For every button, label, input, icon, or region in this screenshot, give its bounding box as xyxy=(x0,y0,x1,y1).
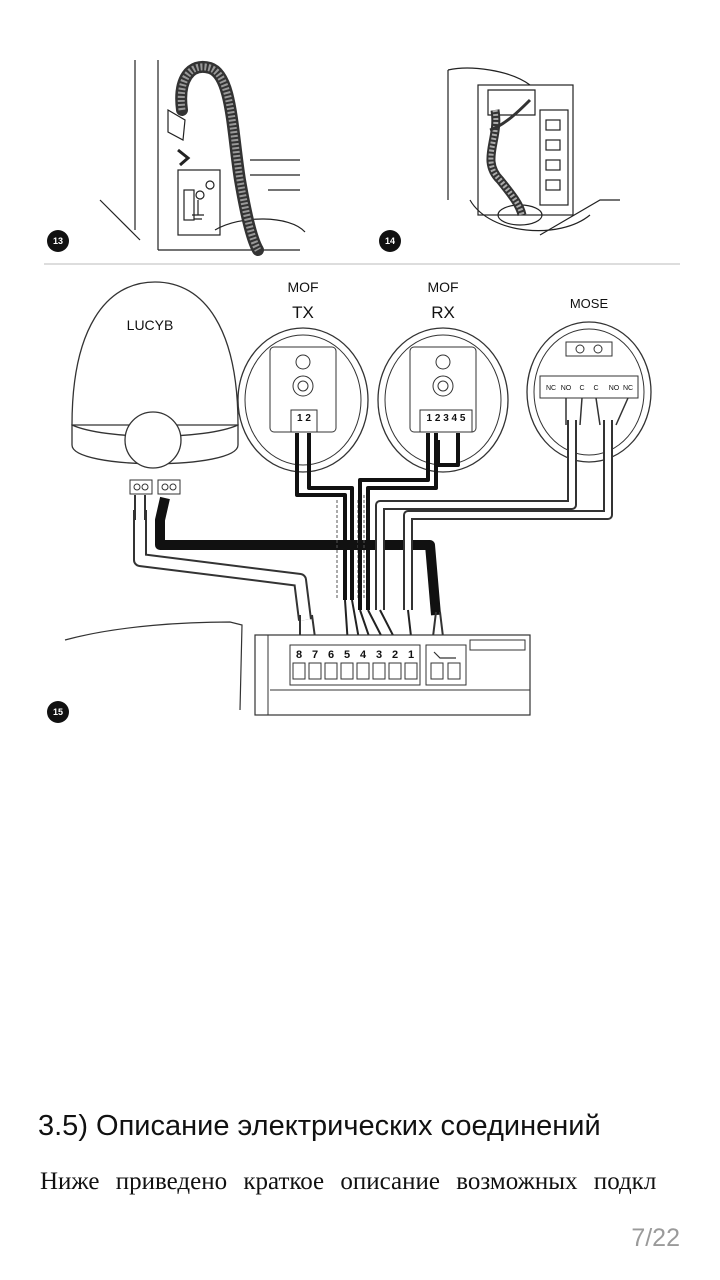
section-heading: 3.5) Описание электрических соединений xyxy=(38,1110,601,1142)
mose-terminal-2: NO xyxy=(561,385,572,392)
board-terminal-6: 6 xyxy=(328,649,334,661)
board-terminal-7: 7 xyxy=(312,649,318,661)
figure-14-cable-inside-housing xyxy=(447,67,620,236)
mose-terminal-4: C xyxy=(593,385,598,392)
tx-label: TX xyxy=(292,303,314,322)
figure-14-badge: 14 xyxy=(379,230,401,252)
svg-text:15: 15 xyxy=(53,707,63,717)
board-terminal-1: 1 xyxy=(408,649,414,661)
board-terminal-3: 3 xyxy=(376,649,382,661)
rx-label: RX xyxy=(431,303,455,322)
board-terminal-2: 2 xyxy=(392,649,398,661)
mof-tx-photocell: MOF TX 1 2 xyxy=(237,279,369,473)
lucyb-label: LUCYB xyxy=(127,317,174,333)
mose-terminal-5: NO xyxy=(609,385,620,392)
rx-group-label: MOF xyxy=(427,279,458,295)
installation-figures: 13 14 LUCYB MOF xyxy=(44,60,680,723)
mose-selector-switch: MOSE NC NO C C NO NC xyxy=(526,296,652,463)
figure-15-badge: 15 xyxy=(47,701,69,723)
figure-13-badge: 13 xyxy=(47,230,69,252)
figure-13-cable-routing xyxy=(99,60,306,256)
mose-terminal-3: C xyxy=(579,385,584,392)
wiring-cables xyxy=(133,397,629,646)
body-paragraph: Ниже приведено краткое описание возможны… xyxy=(40,1168,657,1195)
svg-text:13: 13 xyxy=(53,236,63,246)
tx-group-label: MOF xyxy=(287,279,318,295)
board-terminal-4: 4 xyxy=(360,649,367,661)
svg-text:14: 14 xyxy=(385,236,395,246)
mof-rx-photocell: MOF RX 1 2 3 4 5 xyxy=(377,279,509,473)
tx-terminals: 1 2 xyxy=(297,413,311,424)
rx-terminals: 1 2 3 4 5 xyxy=(427,413,466,424)
mose-terminal-1: NC xyxy=(546,385,556,392)
mose-label: MOSE xyxy=(570,296,609,311)
page-indicator: 7/22 xyxy=(631,1224,680,1252)
board-terminal-8: 8 xyxy=(296,649,302,661)
lucyb-flashing-light: LUCYB xyxy=(71,281,239,495)
board-terminal-5: 5 xyxy=(344,649,350,661)
mose-terminal-6: NC xyxy=(623,385,633,392)
control-board-terminal-block: 8 7 6 5 4 3 2 1 xyxy=(64,621,531,716)
